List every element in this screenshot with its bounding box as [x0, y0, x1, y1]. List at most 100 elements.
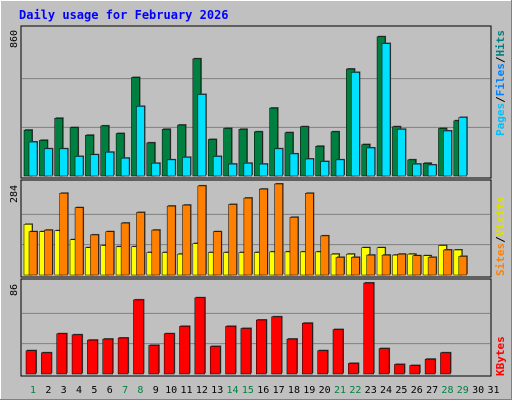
- files-bar: [44, 148, 53, 176]
- files-bar: [90, 154, 99, 176]
- files-bar: [351, 71, 360, 176]
- sites-bar: [321, 235, 330, 275]
- sites-bar: [336, 256, 345, 275]
- sites-bar: [367, 254, 376, 275]
- files-bar: [259, 163, 268, 176]
- files-bar: [106, 151, 115, 176]
- day-label: 8: [137, 385, 143, 396]
- day-label: 30: [472, 385, 484, 396]
- kbytes-bar: [333, 329, 344, 374]
- kbytes-bar: [410, 365, 421, 374]
- files-bar: [459, 116, 468, 176]
- day-label: 26: [411, 385, 423, 396]
- day-label: 4: [76, 385, 82, 396]
- kbytes-bar: [210, 345, 221, 374]
- sites-bar: [60, 192, 69, 275]
- sites-bar: [136, 212, 145, 275]
- files-bar: [152, 162, 161, 176]
- sites-bar: [305, 192, 314, 275]
- kbytes-bar: [318, 350, 329, 374]
- sites-bar: [90, 234, 99, 275]
- sites-bar: [152, 229, 161, 275]
- files-bar: [275, 148, 284, 176]
- files-bar: [183, 156, 192, 176]
- sites-bar: [75, 207, 84, 275]
- kbytes-bar: [195, 297, 206, 374]
- day-label: 3: [61, 385, 67, 396]
- files-bar: [290, 153, 299, 176]
- files-bar: [321, 161, 330, 176]
- day-label: 11: [180, 385, 192, 396]
- files-bar: [60, 148, 69, 176]
- kbytes-bar: [241, 328, 252, 375]
- sites-bar: [244, 197, 253, 275]
- files-bar: [121, 157, 130, 176]
- sites-bar: [382, 254, 391, 275]
- day-label: 31: [487, 385, 499, 396]
- sites-bar: [213, 231, 222, 275]
- files-bar: [305, 158, 314, 176]
- sites-bar: [428, 256, 437, 275]
- day-label: 17: [273, 385, 285, 396]
- day-label: 1: [30, 385, 36, 396]
- sites-bar: [106, 231, 115, 275]
- day-label: 13: [211, 385, 223, 396]
- day-label: 2: [45, 385, 51, 396]
- kbytes-bar: [72, 334, 83, 374]
- kbytes-bar: [440, 352, 451, 374]
- legend-files: Files: [494, 63, 507, 96]
- kbytes-bar: [41, 352, 52, 374]
- day-label: 20: [319, 385, 331, 396]
- sites-bar: [413, 255, 422, 275]
- kbytes-bar: [226, 325, 237, 374]
- day-label: 7: [122, 385, 128, 396]
- kbytes-bar: [164, 333, 175, 374]
- day-label: 18: [288, 385, 300, 396]
- day-label: 27: [426, 385, 438, 396]
- day-label: 16: [257, 385, 269, 396]
- hits-legend: Pages/Files/Hits: [494, 30, 507, 136]
- files-bar: [382, 43, 391, 176]
- day-label: 19: [303, 385, 315, 396]
- files-bar: [136, 105, 145, 176]
- files-bar: [336, 159, 345, 176]
- sites-bar: [443, 249, 452, 275]
- day-label: 28: [441, 385, 453, 396]
- kbytes-bar: [256, 319, 267, 374]
- files-bar: [167, 159, 176, 176]
- day-label: 25: [395, 385, 407, 396]
- sites-bar: [183, 204, 192, 275]
- files-bar: [75, 155, 84, 176]
- sites-bar: [167, 205, 176, 275]
- legend-hits: Hits: [494, 30, 507, 57]
- day-label: 22: [349, 385, 361, 396]
- day-label: 12: [196, 385, 208, 396]
- files-bar: [29, 141, 38, 176]
- kbytes-bar: [425, 358, 436, 374]
- day-label: 9: [153, 385, 159, 396]
- visits-legend: Sites/Visits: [494, 197, 507, 277]
- files-bar: [213, 155, 222, 176]
- files-bar: [367, 147, 376, 176]
- kbytes-bar: [87, 339, 98, 374]
- kbytes-bar: [149, 344, 160, 374]
- kbytes-bar: [364, 282, 375, 374]
- sites-bar: [121, 222, 130, 275]
- files-bar: [443, 130, 452, 176]
- legend-visits: Visits: [494, 197, 507, 237]
- legend-pages: Pages: [494, 103, 507, 136]
- sites-bar: [44, 229, 53, 275]
- files-bar: [229, 163, 238, 176]
- files-bar: [413, 163, 422, 176]
- sites-bar: [290, 216, 299, 275]
- day-label: 5: [91, 385, 97, 396]
- sites-bar: [229, 204, 238, 275]
- sites-bar: [29, 231, 38, 275]
- kbytes-bar: [26, 350, 37, 374]
- kbytes-bar: [287, 338, 298, 374]
- sites-bar: [351, 256, 360, 275]
- kbytes-bar: [133, 299, 144, 374]
- kbytes-bar: [302, 322, 313, 374]
- sites-bar: [275, 183, 284, 275]
